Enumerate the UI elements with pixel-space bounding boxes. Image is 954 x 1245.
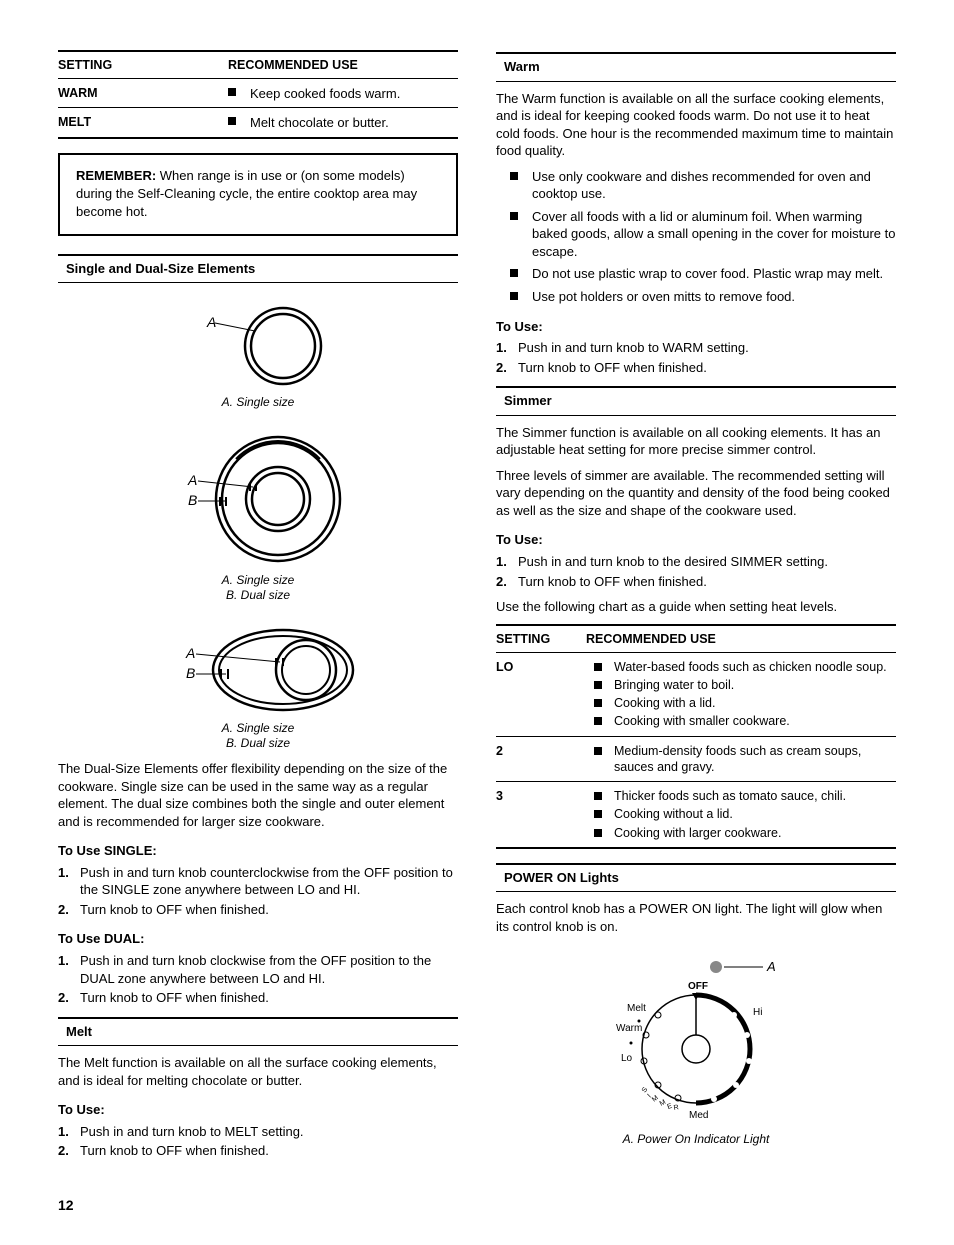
bullet-square-icon: [228, 117, 236, 125]
setting-table-top: SETTING RECOMMENDED USE WARM Keep cooked…: [58, 50, 458, 139]
diagram-dual-adjacent: A B A. Single sizeB. Dual size: [58, 622, 458, 752]
section-header-simmer: Simmer: [496, 386, 896, 416]
bullet-square-icon: [594, 717, 602, 725]
bullet-square-icon: [510, 269, 518, 277]
svg-text:Med: Med: [689, 1110, 708, 1121]
page-number: 12: [58, 1196, 896, 1215]
svg-text:R: R: [673, 1105, 679, 1113]
remember-callout: REMEMBER: When range is in use or (on so…: [58, 153, 458, 236]
section-header-warm: Warm: [496, 52, 896, 82]
use-single-header: To Use SINGLE:: [58, 842, 458, 860]
th-recuse: RECOMMENDED USE: [228, 57, 458, 74]
bullet-square-icon: [594, 699, 602, 707]
section-header-single-dual: Single and Dual-Size Elements: [58, 254, 458, 284]
svg-text:Hi: Hi: [753, 1007, 762, 1018]
bullet-square-icon: [594, 829, 602, 837]
bullet-square-icon: [594, 663, 602, 671]
simmer-p1: The Simmer function is available on all …: [496, 424, 896, 459]
bullet-square-icon: [594, 747, 602, 755]
diagram-single-size: A A. Single size: [58, 301, 458, 411]
svg-text:OFF: OFF: [688, 981, 708, 992]
svg-text:Warm: Warm: [616, 1023, 642, 1034]
warm-para: The Warm function is available on all th…: [496, 90, 896, 160]
svg-text:E: E: [666, 1103, 673, 1111]
simmer-p2: Three levels of simmer are available. Th…: [496, 467, 896, 520]
bullet-square-icon: [594, 810, 602, 818]
th-setting: SETTING: [58, 57, 228, 74]
bullet-square-icon: [594, 681, 602, 689]
svg-text:B: B: [186, 665, 195, 681]
bullet-square-icon: [228, 88, 236, 96]
bullet-square-icon: [510, 172, 518, 180]
svg-text:S: S: [641, 1086, 650, 1094]
simmer-steps: 1.Push in and turn knob to the desired S…: [496, 553, 896, 590]
section-header-melt: Melt: [58, 1017, 458, 1047]
right-column: Warm The Warm function is available on a…: [496, 50, 896, 1166]
bullet-square-icon: [594, 792, 602, 800]
warm-bullets: Use only cookware and dishes recommended…: [496, 168, 896, 306]
to-use-simmer: To Use:: [496, 531, 896, 549]
use-dual-header: To Use DUAL:: [58, 930, 458, 948]
warm-steps: 1.Push in and turn knob to WARM setting.…: [496, 339, 896, 376]
label-a: A: [206, 314, 216, 330]
diagram-dual-concentric: A B A. Single sizeB. Dual size: [58, 429, 458, 604]
simmer-chart-intro: Use the following chart as a guide when …: [496, 598, 896, 616]
simmer-table: SETTING RECOMMENDED USE LO Water-based f…: [496, 624, 896, 849]
svg-text:Melt: Melt: [627, 1003, 646, 1014]
svg-text:A: A: [185, 645, 195, 661]
to-use-warm: To Use:: [496, 318, 896, 336]
to-use-melt: To Use:: [58, 1101, 458, 1119]
svg-text:B: B: [188, 492, 197, 508]
use-single-steps: 1.Push in and turn knob counterclockwise…: [58, 864, 458, 919]
svg-text:A: A: [766, 959, 776, 974]
dual-para: The Dual-Size Elements offer flexibility…: [58, 760, 458, 830]
table-row: LO Water-based foods such as chicken noo…: [496, 653, 896, 736]
diagram-knob: A OFF: [496, 953, 896, 1148]
svg-text:M: M: [659, 1099, 668, 1108]
use-dual-steps: 1.Push in and turn knob clockwise from t…: [58, 952, 458, 1007]
table-row: 2 Medium-density foods such as cream sou…: [496, 737, 896, 782]
bullet-square-icon: [510, 212, 518, 220]
bullet-square-icon: [510, 292, 518, 300]
table-row: WARM Keep cooked foods warm.: [58, 79, 458, 108]
svg-text:Lo: Lo: [621, 1053, 633, 1064]
table-row: 3 Thicker foods such as tomato sauce, ch…: [496, 782, 896, 847]
left-column: SETTING RECOMMENDED USE WARM Keep cooked…: [58, 50, 458, 1166]
power-para: Each control knob has a POWER ON light. …: [496, 900, 896, 935]
melt-steps: 1.Push in and turn knob to MELT setting.…: [58, 1123, 458, 1160]
svg-text:A: A: [187, 472, 197, 488]
melt-para: The Melt function is available on all th…: [58, 1054, 458, 1089]
section-header-poweron: POWER ON Lights: [496, 863, 896, 893]
table-row: MELT Melt chocolate or butter.: [58, 108, 458, 137]
